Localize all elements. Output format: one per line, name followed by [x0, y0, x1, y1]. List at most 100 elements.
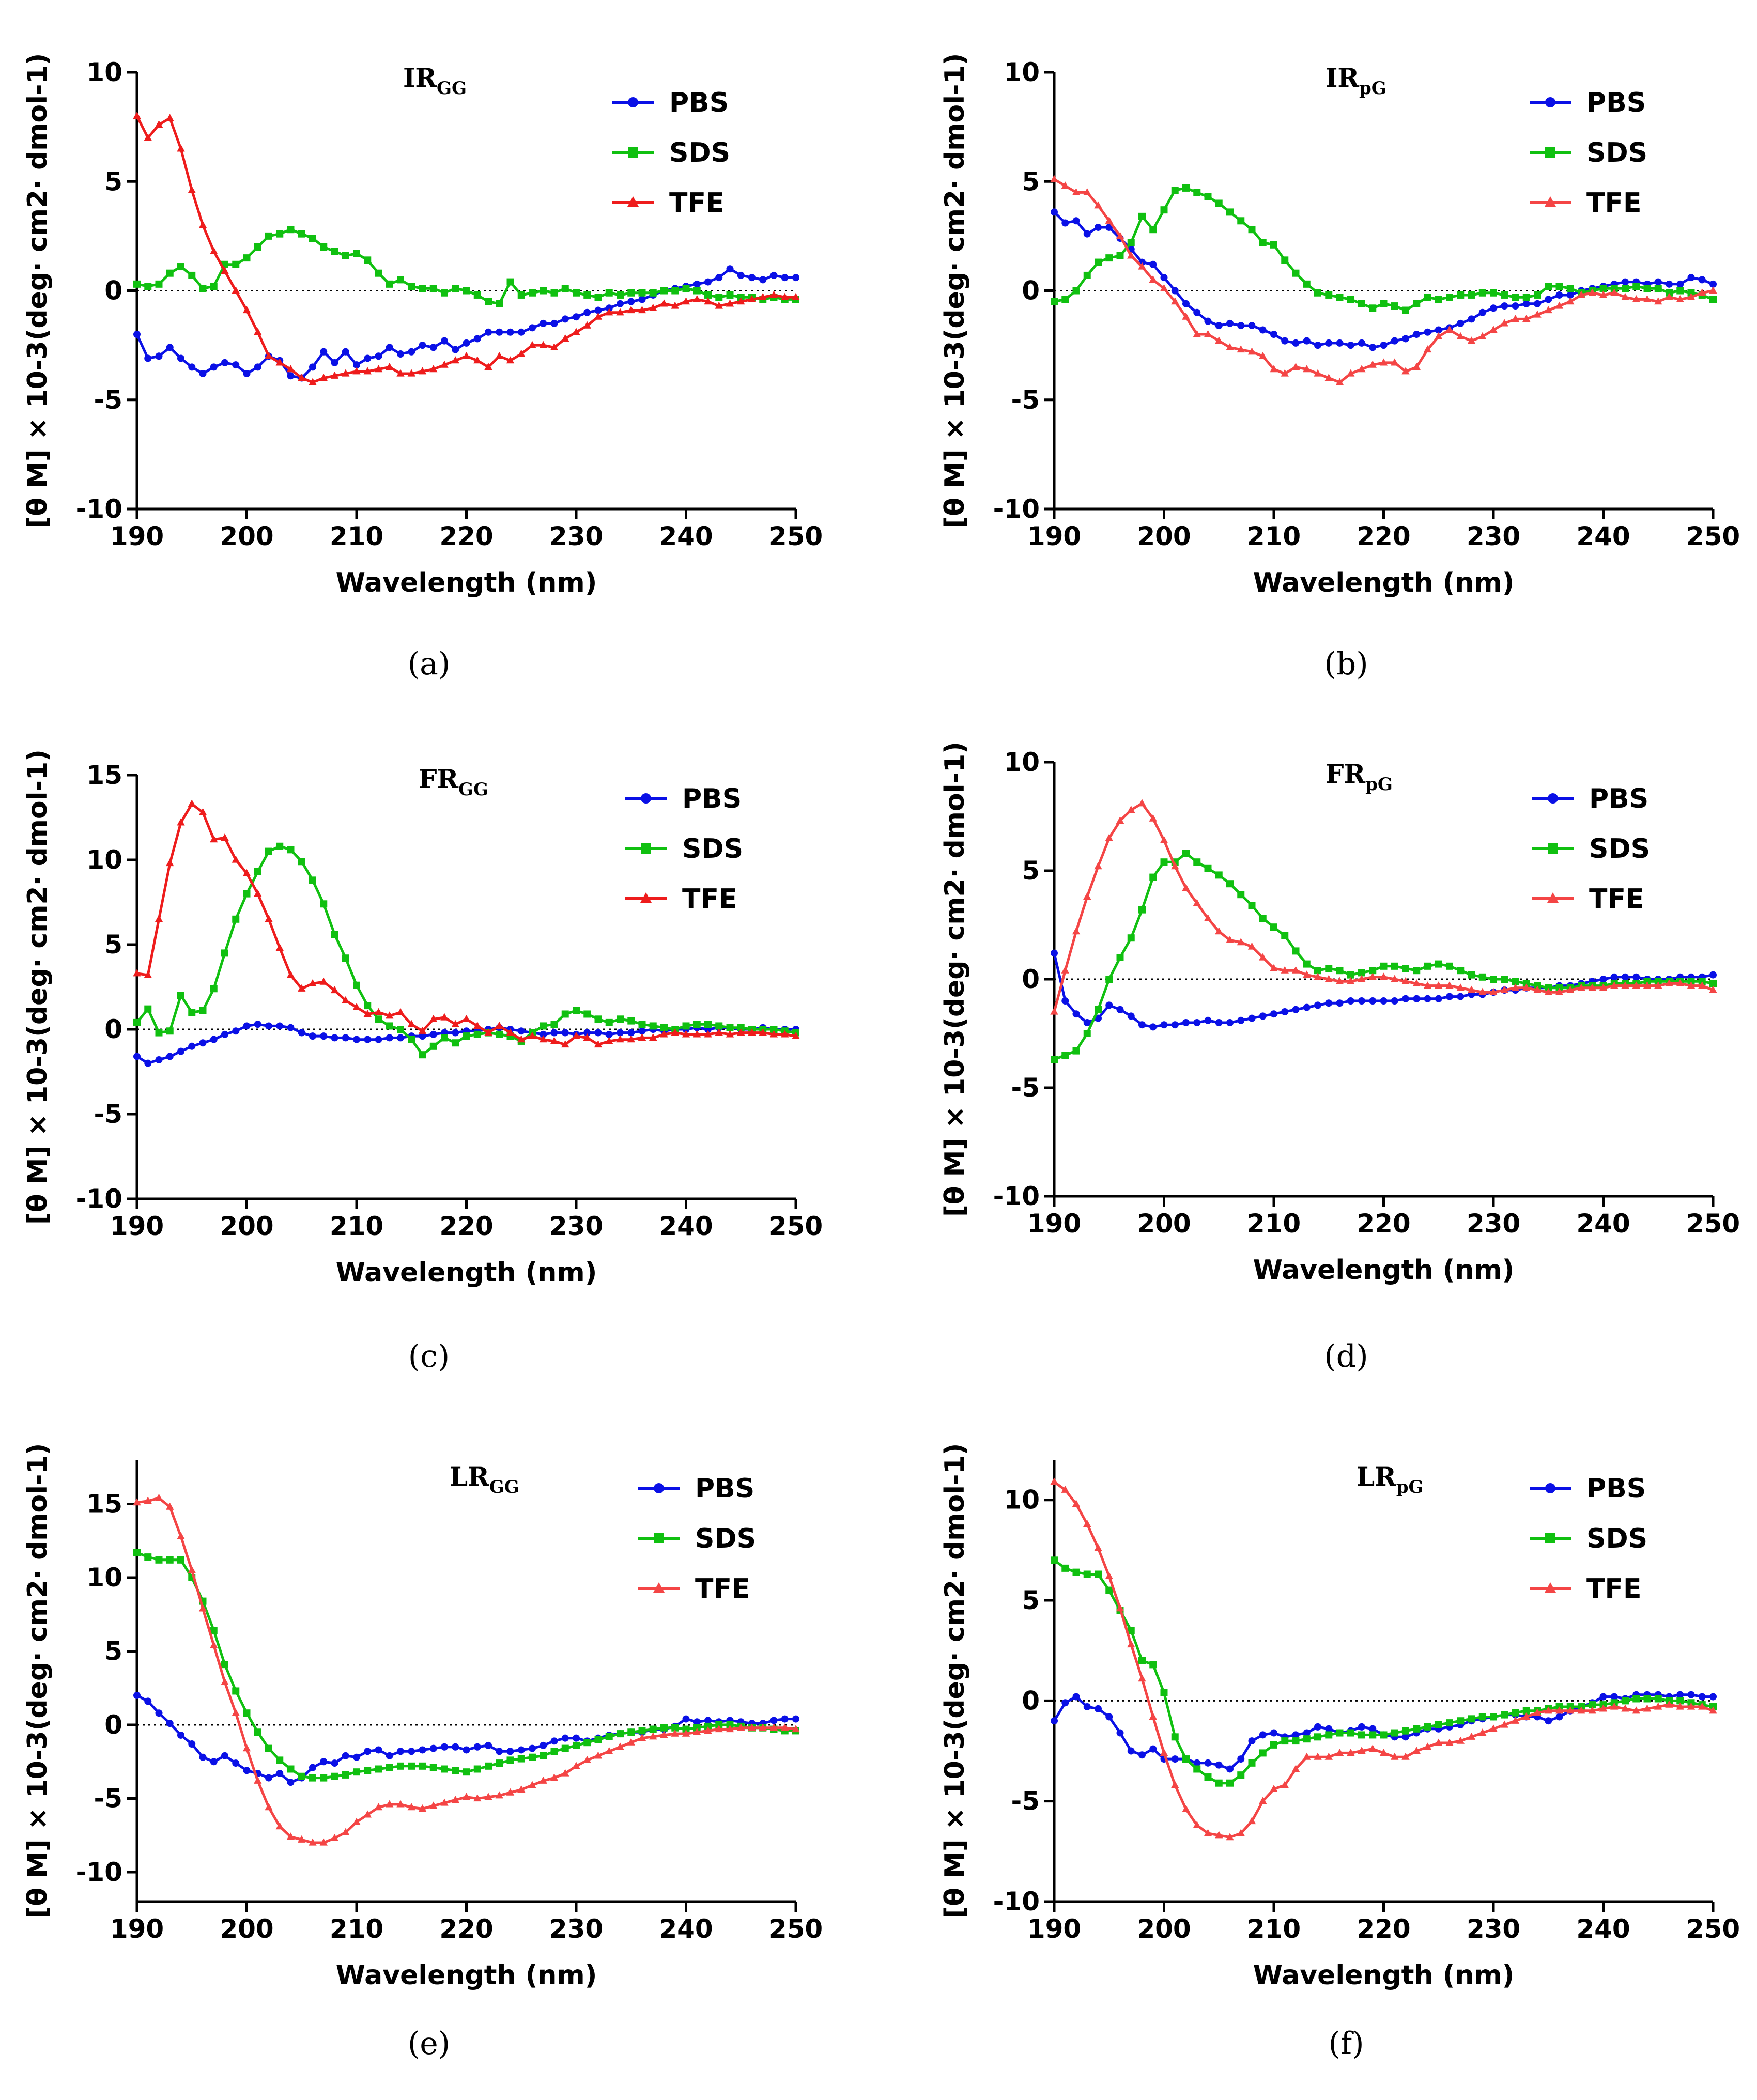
y-axis-label: [θ M] × 10-3(deg· cm2· dmol-1) [22, 749, 53, 1225]
data-point [1314, 1001, 1321, 1009]
data-point [1589, 1701, 1596, 1709]
x-tick-label: 220 [1357, 1914, 1410, 1944]
data-point [1149, 1712, 1157, 1720]
y-tick-label: 5 [1022, 856, 1040, 886]
data-point [550, 1748, 558, 1755]
data-point [1237, 1755, 1245, 1763]
data-point [671, 1724, 679, 1732]
data-point [419, 285, 426, 292]
data-point [715, 274, 723, 282]
data-point [1412, 979, 1421, 986]
data-point [352, 367, 361, 375]
data-point [1401, 977, 1410, 984]
data-point [1095, 1570, 1102, 1578]
data-point [210, 283, 218, 290]
data-point [1379, 358, 1388, 366]
data-point [1259, 1797, 1267, 1804]
data-point [419, 342, 426, 349]
data-point [265, 847, 272, 855]
data-point [1347, 997, 1354, 1005]
data-point [1061, 1699, 1069, 1707]
panel-title-sub: GG [437, 78, 467, 99]
data-point [210, 835, 218, 843]
data-point [1424, 1723, 1431, 1731]
data-point [441, 1743, 448, 1751]
data-point [1051, 1056, 1058, 1063]
data-point [276, 1022, 284, 1030]
data-point [287, 226, 295, 234]
data-point [1160, 206, 1168, 214]
y-tick-label: -5 [1011, 1786, 1040, 1816]
data-point [1632, 1706, 1640, 1714]
data-point [627, 1029, 635, 1037]
y-tick-label: -10 [993, 1887, 1040, 1917]
data-point [627, 298, 635, 305]
data-point [463, 287, 470, 295]
x-tick-label: 240 [1576, 1209, 1630, 1239]
data-point [199, 370, 207, 378]
data-point [265, 1803, 273, 1811]
panel-title: IRGG [403, 63, 467, 99]
data-point [1171, 1781, 1179, 1788]
data-point [309, 363, 316, 371]
data-point [331, 1759, 338, 1767]
data-point [495, 1791, 503, 1799]
data-point [1149, 873, 1157, 881]
data-point [1336, 339, 1344, 347]
data-point [429, 1764, 437, 1771]
data-point [594, 294, 602, 301]
data-point [254, 1728, 261, 1736]
data-point [1259, 1749, 1267, 1757]
data-point [397, 1748, 404, 1755]
x-tick-label: 250 [1686, 1209, 1740, 1239]
x-axis-label: Wavelength (nm) [1253, 1960, 1515, 1991]
data-point [517, 328, 525, 336]
data-point [1237, 345, 1245, 353]
data-point [386, 1752, 393, 1759]
legend-label: TFE [1589, 884, 1644, 915]
data-point [496, 1030, 503, 1038]
data-point [1555, 301, 1564, 309]
y-tick-label: 5 [104, 166, 122, 196]
data-point [276, 230, 284, 238]
data-point [1072, 287, 1080, 295]
legend-entry-pbs: PBS [625, 783, 742, 814]
data-point [1160, 858, 1168, 866]
legend-label: SDS [669, 137, 730, 168]
data-point [265, 1744, 272, 1752]
data-point [693, 1030, 701, 1038]
data-point [653, 1582, 665, 1593]
panel-title-main: FR [1326, 759, 1365, 789]
data-point [1335, 977, 1344, 984]
data-point [1325, 999, 1333, 1007]
legend-entry-sds: SDS [1530, 1523, 1647, 1554]
data-point [166, 1502, 174, 1510]
data-point [144, 133, 152, 141]
data-point [133, 1053, 141, 1060]
data-point [166, 859, 174, 867]
data-point [1347, 971, 1354, 979]
data-point [496, 1759, 503, 1767]
data-point [1522, 983, 1531, 991]
data-point [1423, 981, 1432, 989]
data-point [1138, 212, 1146, 220]
data-point [177, 354, 184, 362]
data-point [1577, 290, 1585, 298]
data-point [166, 269, 174, 277]
data-point [188, 1042, 196, 1050]
data-point [1325, 1731, 1333, 1739]
data-point [243, 254, 251, 262]
data-point [1204, 864, 1212, 872]
data-point [1204, 330, 1212, 337]
data-point [133, 331, 141, 338]
data-point [1051, 1556, 1058, 1564]
legend-label: TFE [1586, 188, 1642, 219]
data-point [1292, 339, 1300, 347]
data-point [485, 298, 492, 305]
data-point [1402, 1727, 1409, 1735]
data-point [1457, 993, 1465, 1000]
data-point [715, 1022, 723, 1030]
legend-label: TFE [669, 188, 725, 219]
data-point [1061, 997, 1069, 1005]
